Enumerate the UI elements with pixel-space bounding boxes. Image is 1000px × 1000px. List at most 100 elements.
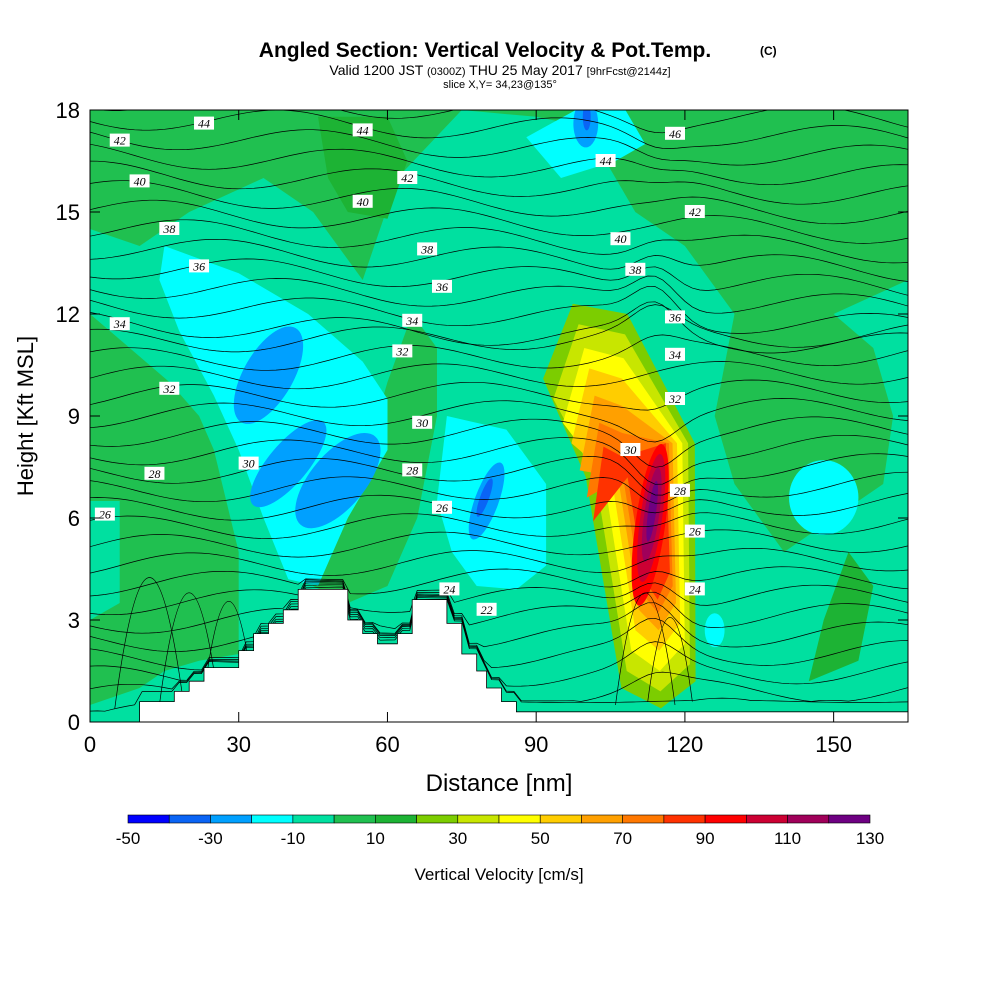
theta-label-text: 44 (600, 154, 612, 168)
theta-label-text: 42 (401, 171, 413, 185)
theta-label-text: 40 (614, 232, 626, 246)
theta-contour (90, 566, 908, 597)
theta-contour (90, 493, 908, 521)
theta-label-text: 26 (689, 525, 701, 539)
y-tick-label: 6 (68, 506, 80, 531)
theta-label-text: 30 (415, 416, 428, 430)
theta-label: 32 (392, 344, 413, 358)
theta-label: 30 (238, 456, 259, 471)
theta-label: 26 (431, 500, 452, 515)
theta-label-text: 32 (668, 392, 681, 406)
theta-label-text: 28 (148, 467, 160, 481)
theta-contour (90, 379, 908, 411)
theta-contour (90, 285, 908, 334)
theta-label: 46 (664, 126, 685, 141)
x-tick-label: 0 (84, 732, 96, 757)
theta-label: 36 (664, 310, 685, 324)
y-tick-label: 9 (68, 404, 80, 429)
theta-label: 24 (684, 582, 705, 596)
colorbar-swatch (416, 814, 459, 824)
theta-label-bg (189, 259, 210, 273)
colorbar-swatch (498, 814, 541, 824)
theta-label-bg (194, 116, 215, 130)
theta-contour (90, 586, 908, 687)
theta-label: 28 (144, 466, 165, 481)
colorbar-tick-label: 110 (774, 829, 801, 848)
theta-label-bg (109, 317, 130, 331)
theta-label-text: 36 (668, 310, 681, 324)
theta-label-text: 28 (406, 463, 418, 477)
theta-label-bg (684, 205, 705, 218)
y-tick-label: 3 (68, 608, 80, 633)
theta-label: 30 (412, 415, 433, 430)
colorbar-swatch (828, 814, 871, 824)
colorbar-tick-label: -50 (116, 829, 141, 848)
theta-contour (90, 258, 908, 296)
valid-time: Valid 1200 JST (329, 62, 423, 78)
theta-label-text: 46 (669, 127, 681, 141)
theta-contour (90, 110, 908, 149)
colorbar-swatch (457, 814, 500, 824)
theta-contour (90, 471, 908, 504)
colorbar-swatch (539, 814, 582, 824)
theta-label-text: 28 (674, 484, 686, 498)
colorbar-swatch (333, 814, 376, 824)
theta-label: 38 (159, 222, 180, 236)
region-green-mid (278, 314, 437, 603)
theta-label-text: 34 (405, 314, 418, 328)
theta-contour (90, 304, 908, 353)
theta-label-text: 44 (357, 123, 369, 137)
theta-label: 42 (397, 171, 418, 185)
theta-label: 26 (94, 508, 115, 522)
region-blue-center-core (476, 478, 493, 517)
theta-label-bg (402, 313, 423, 327)
region-cyan-right (789, 460, 859, 535)
theta-contour (90, 301, 908, 354)
theta-label: 28 (669, 483, 690, 498)
theta-contour (90, 529, 908, 558)
theta-label-bg (620, 443, 641, 456)
theta-contour (615, 592, 676, 706)
colorbar-tick-label: -30 (198, 829, 223, 848)
theta-contour (90, 129, 908, 166)
theta-contour (90, 582, 908, 652)
theta-contour (114, 577, 185, 709)
theta-label: 40 (129, 174, 150, 188)
theta-label-text: 30 (242, 457, 255, 471)
region-green-upper (90, 110, 908, 331)
theta-label-text: 26 (436, 501, 448, 515)
theta-label-bg (610, 232, 631, 246)
theta-label: 30 (620, 443, 641, 457)
theta-label-bg (476, 602, 497, 616)
theta-label: 38 (417, 242, 438, 256)
theta-label-text: 24 (689, 582, 701, 596)
theta-contour-labels: 44 44 46 42 44 42 40 40 42 38 40 38 36 38 36 34 34 36 32 34… (94, 116, 705, 617)
theta-label: 36 (431, 279, 452, 294)
colorbar-swatch (168, 814, 211, 824)
valid-line: Valid 1200 JST (0300Z) THU 25 May 2017 [… (329, 62, 670, 78)
colorbar-tick-label: 10 (366, 829, 385, 848)
theta-contour (90, 591, 908, 712)
theta-label-bg (159, 222, 180, 235)
colorbar-swatch (210, 814, 252, 824)
theta-label-bg (159, 381, 180, 395)
theta-label-bg (392, 344, 413, 358)
theta-label-bg (129, 174, 150, 188)
theta-label: 22 (476, 602, 497, 617)
theta-label-bg (439, 582, 460, 596)
title-mark: (C) (760, 44, 777, 58)
theta-contour (90, 180, 908, 225)
colorbar-swatch (375, 814, 417, 824)
theta-contour (90, 434, 908, 485)
theta-contour (90, 580, 908, 634)
theta-label-bg (431, 500, 452, 514)
colorbar-swatch (704, 814, 747, 824)
theta-label: 42 (684, 205, 705, 219)
theta-label-bg (625, 262, 646, 276)
region-blue-left (233, 326, 304, 424)
theta-label-bg (402, 463, 423, 477)
theta-contour (90, 199, 908, 244)
theta-contour (90, 160, 908, 205)
region-blue-mid2 (250, 420, 327, 508)
